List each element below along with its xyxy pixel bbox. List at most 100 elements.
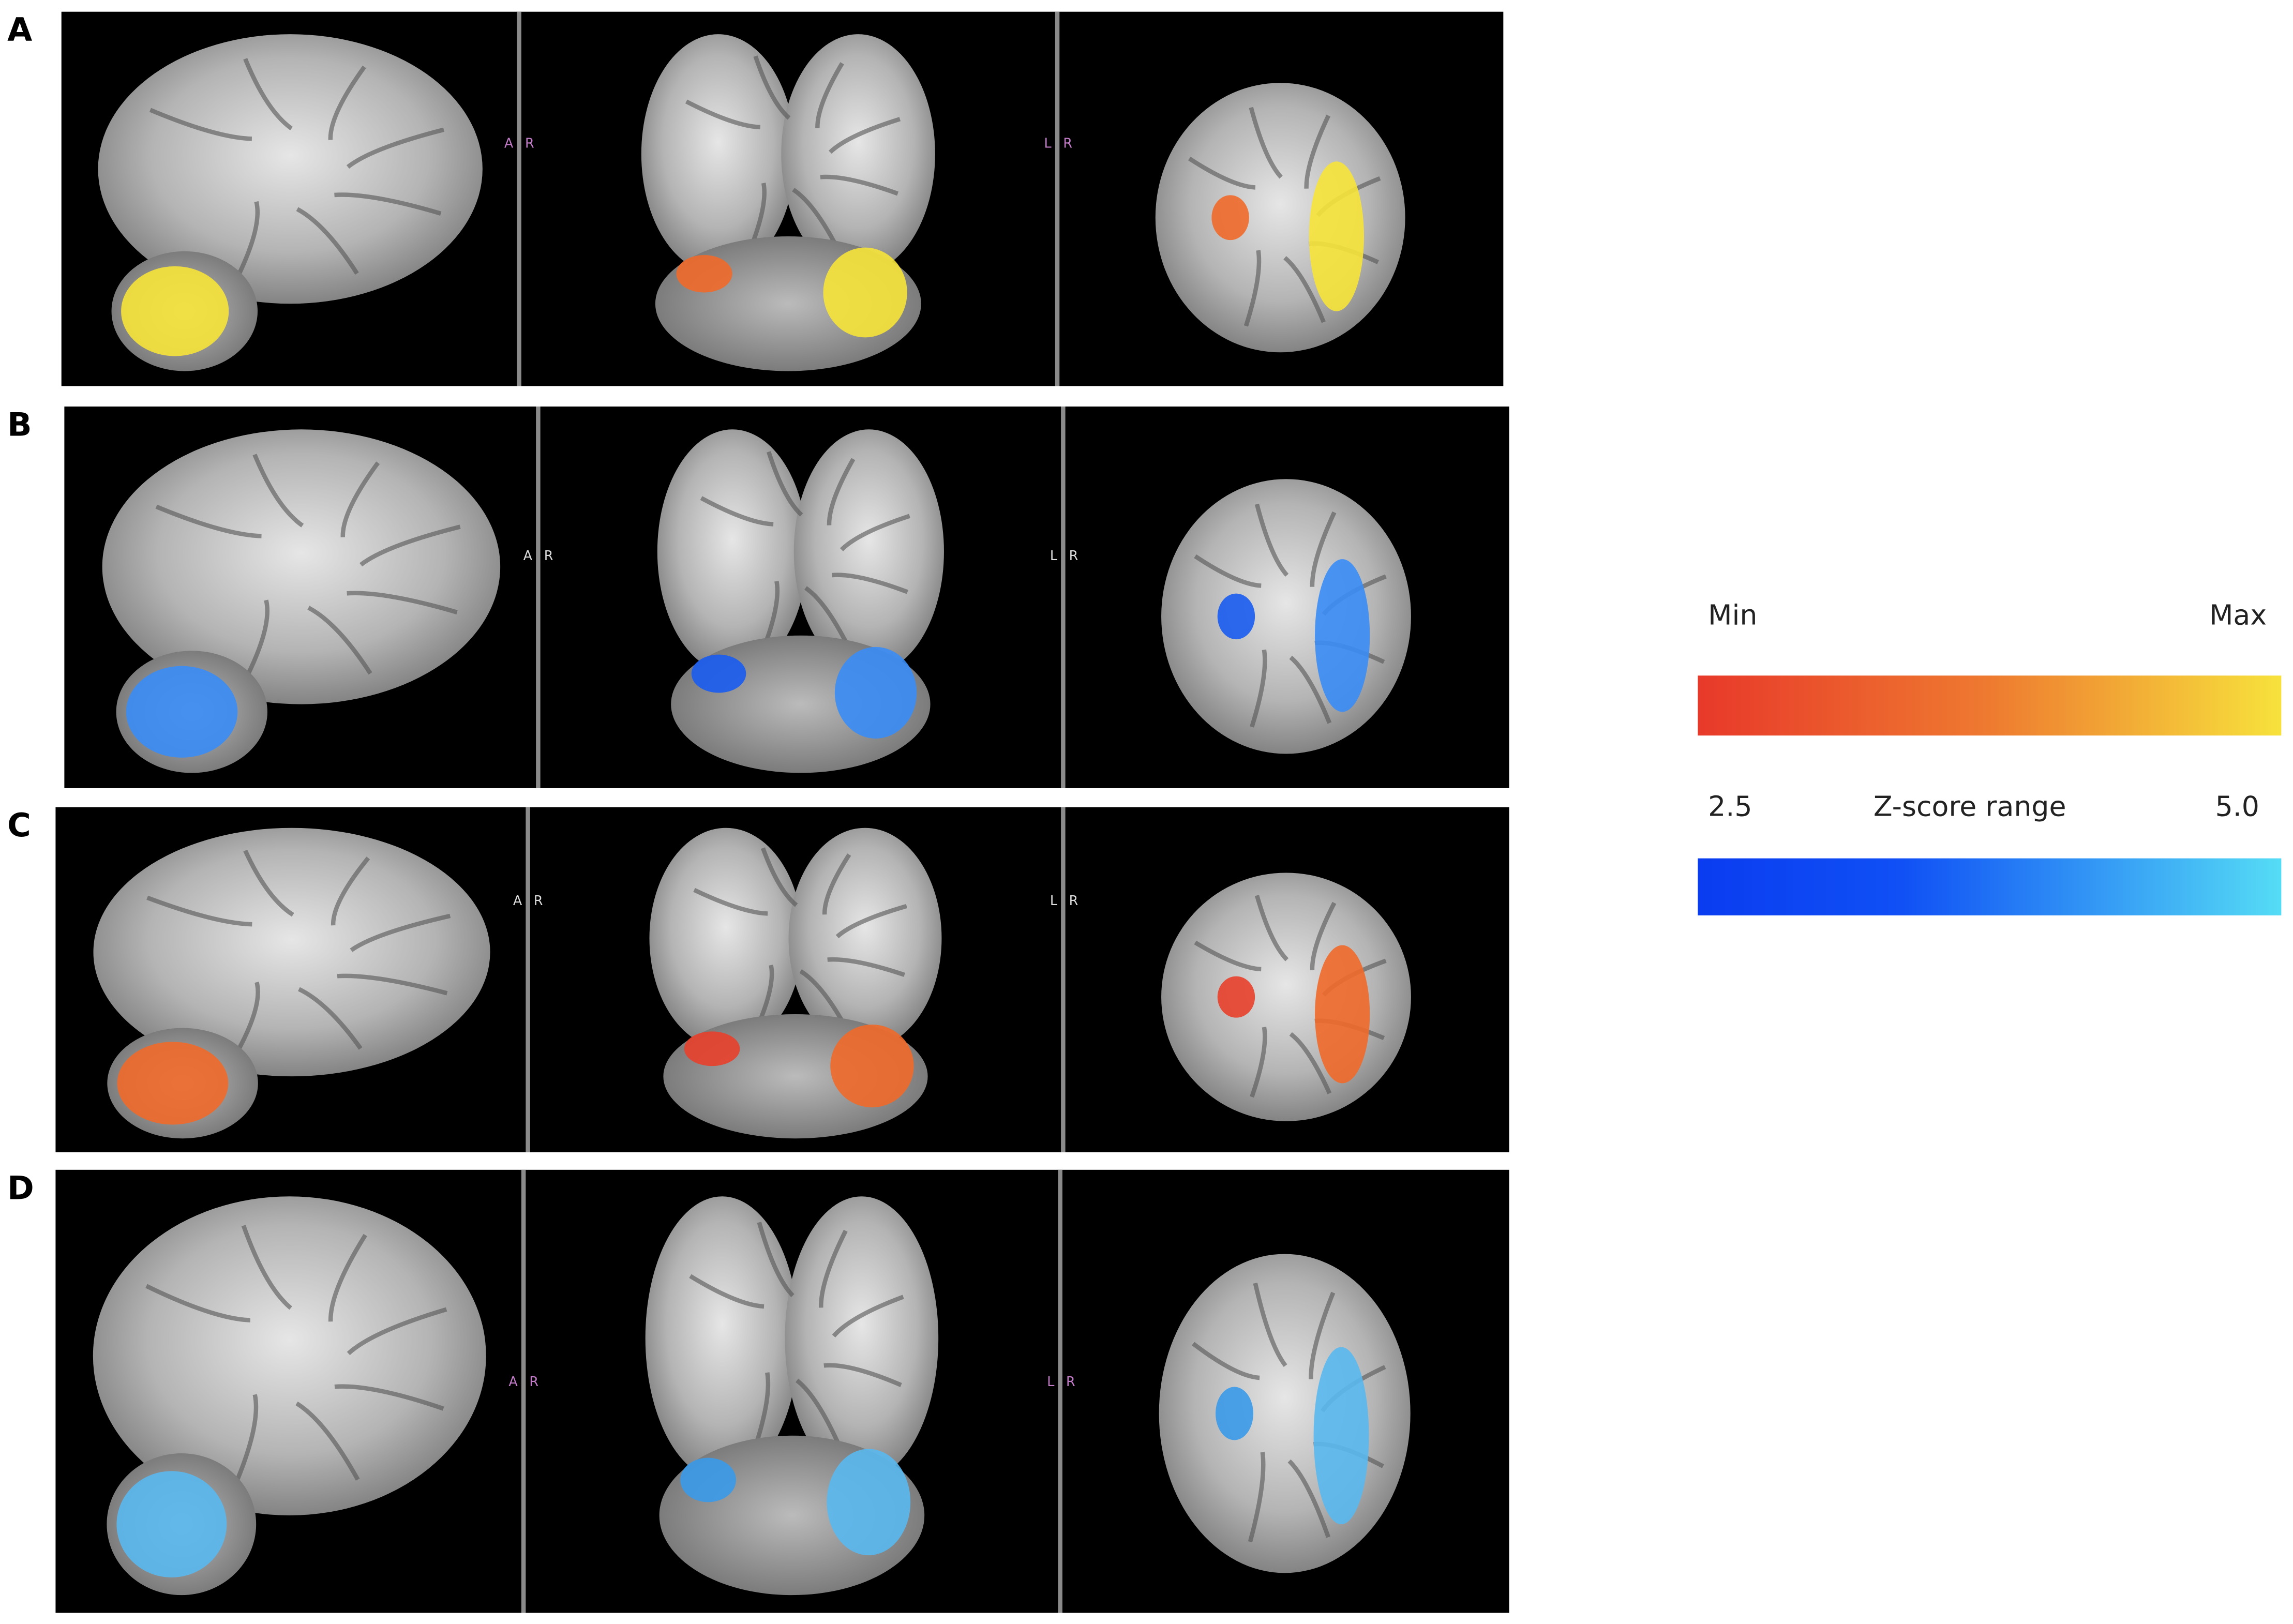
panel-label: D (7, 1169, 34, 1207)
sulcus (1289, 655, 1332, 724)
sulcus (1194, 554, 1262, 588)
sulcus (235, 982, 260, 1054)
sulcus (827, 458, 856, 525)
sulcus (235, 201, 260, 279)
coronal-hemisphere (645, 1196, 799, 1480)
sulcus (685, 99, 760, 130)
activation-blob (823, 247, 907, 338)
activation-blob (676, 255, 732, 293)
sulcus (1188, 157, 1256, 190)
activation-blob (1217, 593, 1255, 640)
sulcus (757, 1222, 795, 1298)
sulcus (359, 524, 461, 567)
sulcus (689, 1274, 765, 1309)
activation-blob (834, 646, 917, 739)
orientation-label: A (523, 548, 533, 563)
sulcus (233, 1394, 259, 1485)
axial-brain (1161, 873, 1411, 1121)
sulcus (835, 904, 907, 939)
sulcus (1253, 1283, 1287, 1367)
sulcus (799, 969, 846, 1025)
sulcus (1289, 1032, 1332, 1094)
orientation-label: L (1047, 1374, 1055, 1389)
sulcus (815, 62, 844, 129)
sulcus (145, 1284, 250, 1322)
orientation-label: R (1066, 1374, 1075, 1389)
activation-blob (126, 666, 238, 758)
coronal-hemisphere (785, 1196, 939, 1480)
sagittal-brain (93, 1196, 486, 1515)
orientation-label: R (1063, 136, 1072, 151)
sagittal-brain (102, 429, 501, 704)
sulcus (823, 1363, 902, 1387)
sulcus (340, 461, 380, 537)
sulcus (1250, 1027, 1267, 1098)
legend-max: Max (2209, 598, 2267, 631)
orientation-label: A (504, 136, 514, 151)
sulcus (822, 853, 851, 915)
sulcus (832, 573, 908, 594)
legend-low: 2.5 (1708, 790, 1752, 823)
sulcus (243, 58, 293, 130)
sulcus (840, 514, 910, 551)
sulcus (346, 127, 445, 169)
sulcus (1304, 114, 1331, 189)
sulcus (1243, 250, 1262, 327)
sulcus (819, 1229, 848, 1308)
sulcus (1287, 1459, 1331, 1538)
sulcus (827, 957, 905, 977)
hot-colorbar (1698, 675, 2282, 736)
orientation-label: R (529, 1374, 538, 1389)
sulcus (1249, 107, 1283, 179)
sulcus (241, 1225, 292, 1310)
sagittal-brain (98, 34, 483, 304)
sulcus (331, 856, 370, 926)
sulcus (328, 65, 366, 140)
sulcus (296, 207, 359, 275)
sulcus (334, 1384, 444, 1411)
sulcus (295, 1401, 360, 1481)
legend-min: Min (1708, 598, 1757, 631)
axial-brain (1159, 1254, 1411, 1573)
coronal-hemisphere (641, 34, 796, 274)
sulcus (307, 606, 372, 675)
coronal-hemisphere (793, 429, 944, 674)
sulcus (347, 591, 458, 614)
sulcus (334, 192, 442, 216)
sulcus (1283, 256, 1326, 323)
sulcus (832, 1295, 904, 1338)
activation-blob (1217, 976, 1255, 1018)
cold-colorbar (1698, 858, 2282, 915)
orientation-label: L (1050, 893, 1058, 908)
coronal-hemisphere (781, 34, 935, 274)
sulcus (146, 895, 252, 927)
activation-blob (1211, 195, 1249, 240)
panel-label: A (7, 11, 32, 49)
activation-blob (1315, 559, 1370, 712)
sulcus (347, 1307, 447, 1356)
activation-blob (116, 1471, 227, 1577)
orientation-label: R (525, 136, 534, 151)
activation-blob (830, 1025, 914, 1108)
panel-label: B (7, 406, 32, 444)
orientation-label: R (544, 548, 553, 563)
axial-brain (1155, 83, 1405, 353)
sulcus (155, 504, 262, 538)
activation-blob (1216, 1387, 1253, 1440)
legend-high: 5.0 (2215, 790, 2259, 823)
axial-brain (1161, 479, 1411, 754)
sulcus (298, 987, 363, 1050)
sulcus (149, 108, 252, 141)
orientation-label: R (534, 893, 543, 908)
sulcus (753, 55, 791, 120)
sulcus (1192, 1342, 1260, 1380)
activation-blob (827, 1449, 911, 1556)
activation-blob (1313, 1347, 1369, 1525)
activation-blob (684, 1031, 740, 1066)
sulcus (328, 1234, 367, 1322)
orientation-label: L (1044, 136, 1052, 151)
coronal-hemisphere (657, 429, 808, 674)
sulcus (350, 913, 451, 952)
sulcus (244, 599, 269, 679)
